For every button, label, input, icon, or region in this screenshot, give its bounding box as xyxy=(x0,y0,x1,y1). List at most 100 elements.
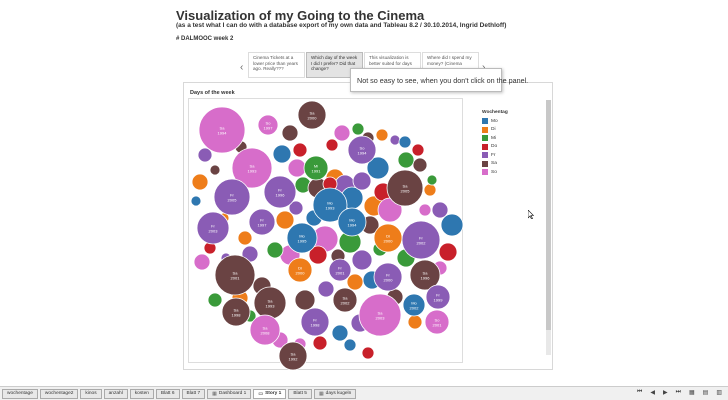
bubble-mark[interactable] xyxy=(237,230,253,246)
bubble-mark[interactable] xyxy=(373,223,403,253)
bubble-mark[interactable] xyxy=(275,210,295,230)
bubble-mark[interactable] xyxy=(397,151,415,169)
bubble-mark[interactable] xyxy=(312,335,328,351)
sheet-tab-blatt-5[interactable]: Blatt 5 xyxy=(288,388,312,399)
bubble-mark[interactable] xyxy=(375,128,389,142)
bubble-mark[interactable] xyxy=(351,249,373,271)
bubble-mark[interactable] xyxy=(286,222,318,254)
bubble-mark[interactable] xyxy=(214,254,256,296)
story-point-2[interactable]: Which day of the week I did I prefer? Di… xyxy=(306,52,363,78)
prev-sheet-icon[interactable]: ◀ xyxy=(650,390,655,396)
bubble-mark[interactable] xyxy=(308,245,328,265)
bubble-mark[interactable] xyxy=(366,156,390,180)
bubble-mark[interactable] xyxy=(426,174,438,186)
sheet-tab-anzahl[interactable]: anzahl xyxy=(103,388,128,399)
next-sheet-icon[interactable]: ▶ xyxy=(662,390,668,396)
bubble-mark[interactable] xyxy=(197,147,213,163)
bubble-mark[interactable] xyxy=(249,314,281,346)
bubble-mark[interactable] xyxy=(351,122,365,136)
bubble-mark[interactable] xyxy=(248,208,276,236)
bubble-mark[interactable] xyxy=(257,114,279,136)
bubble-mark[interactable] xyxy=(412,157,428,173)
bubble-mark[interactable] xyxy=(389,134,401,146)
bubble-mark[interactable] xyxy=(278,341,308,371)
bubble-mark[interactable] xyxy=(373,262,403,292)
story-next-arrow[interactable]: › xyxy=(482,62,485,73)
bubble-mark[interactable] xyxy=(312,187,348,223)
bubble-mark[interactable] xyxy=(263,175,297,209)
bubble-mark[interactable] xyxy=(347,135,377,165)
bubble-mark[interactable] xyxy=(431,201,449,219)
tabs-view-icon[interactable]: ▥ xyxy=(716,390,722,396)
bubble-mark[interactable] xyxy=(253,286,287,320)
bubble-mark[interactable] xyxy=(303,155,329,181)
last-sheet-icon[interactable]: ⏭ xyxy=(675,389,681,395)
first-sheet-icon[interactable]: ⏮ xyxy=(636,389,643,395)
bubble-mark[interactable] xyxy=(231,147,273,189)
legend-item-fr[interactable]: Fr xyxy=(482,151,508,160)
bubble-mark[interactable] xyxy=(288,200,304,216)
bubble-mark[interactable] xyxy=(198,106,246,154)
bubble-mark[interactable] xyxy=(418,203,432,217)
sheet-tab-kinos[interactable]: kinos xyxy=(80,388,102,399)
bubble-mark[interactable] xyxy=(425,284,451,310)
bubble-mark[interactable] xyxy=(438,242,458,262)
bubble-mark[interactable] xyxy=(411,143,425,157)
sheet-tab-dashboard-1[interactable]: ▦ Dashboard 1 xyxy=(207,388,252,399)
bubble-mark[interactable] xyxy=(209,164,221,176)
bubble-mark[interactable] xyxy=(193,253,211,271)
sheet-tab-story-1[interactable]: ▭ Story 1 xyxy=(253,388,287,399)
legend-item-mo[interactable]: Mo xyxy=(482,117,508,126)
bubble-mark[interactable] xyxy=(331,324,349,342)
bubble-mark[interactable] xyxy=(332,287,358,313)
bubble-mark[interactable] xyxy=(294,289,316,311)
bubble-mark[interactable] xyxy=(287,158,307,178)
bubble-mark[interactable] xyxy=(281,124,299,142)
sheet-tab-days-kugeln[interactable]: ▦ days kugeln xyxy=(313,388,357,399)
sheet-tab-wochentage[interactable]: wochentage xyxy=(2,388,38,399)
bubble-mark[interactable] xyxy=(361,346,375,360)
bubble-mark[interactable] xyxy=(300,307,330,337)
bubble-mark[interactable] xyxy=(337,207,367,237)
bubble-mark[interactable] xyxy=(221,297,251,327)
bubble-mark[interactable] xyxy=(196,211,230,245)
bubble-mark[interactable] xyxy=(266,241,284,259)
bubble-mark[interactable] xyxy=(409,259,441,291)
bubble-mark[interactable] xyxy=(352,171,372,191)
story-prev-arrow[interactable]: ‹ xyxy=(240,62,244,73)
bubble-mark[interactable] xyxy=(297,100,327,130)
bubble-mark[interactable] xyxy=(287,257,313,283)
sheet-tab-kosten[interactable]: kosten xyxy=(129,388,154,399)
sheet-tab-blatt-6[interactable]: Blatt 6 xyxy=(155,388,180,399)
bubble-mark[interactable] xyxy=(407,314,423,330)
bubble-mark[interactable] xyxy=(358,293,402,337)
bubble-mark[interactable] xyxy=(440,213,464,237)
bubble-mark[interactable] xyxy=(207,292,223,308)
legend-item-sa[interactable]: Sa xyxy=(482,160,508,169)
bubble-mark[interactable] xyxy=(191,173,209,191)
bubble-mark[interactable] xyxy=(398,135,412,149)
filmstrip-view-icon[interactable]: ▤ xyxy=(702,390,709,396)
bubble-mark[interactable] xyxy=(325,138,339,152)
bubble-mark[interactable] xyxy=(272,144,292,164)
bubble-mark[interactable] xyxy=(190,195,202,207)
bubble-mark[interactable] xyxy=(343,338,357,352)
bubble-mark[interactable] xyxy=(346,273,364,291)
bubble-mark[interactable] xyxy=(423,183,437,197)
bubble-mark[interactable] xyxy=(386,169,424,207)
bubble-mark[interactable] xyxy=(213,178,251,216)
legend-item-do[interactable]: Do xyxy=(482,143,508,152)
legend-item-mi[interactable]: Mi xyxy=(482,134,508,143)
story-point-1[interactable]: Cinema Tickets at a lower price than yea… xyxy=(248,52,305,78)
panel-scrollbar[interactable] xyxy=(546,100,551,355)
bubble-mark[interactable] xyxy=(317,280,335,298)
grid-view-icon[interactable]: ▦ xyxy=(688,390,695,396)
legend-item-di[interactable]: Di xyxy=(482,126,508,135)
bubble-mark[interactable] xyxy=(402,293,426,317)
bubble-mark[interactable] xyxy=(401,220,441,260)
bubble-mark[interactable] xyxy=(292,142,308,158)
legend-item-so[interactable]: So xyxy=(482,168,508,177)
sheet-tab-wochentage2[interactable]: wochentage2 xyxy=(39,388,79,399)
scrollbar-thumb[interactable] xyxy=(546,100,551,330)
bubble-mark[interactable] xyxy=(333,124,351,142)
